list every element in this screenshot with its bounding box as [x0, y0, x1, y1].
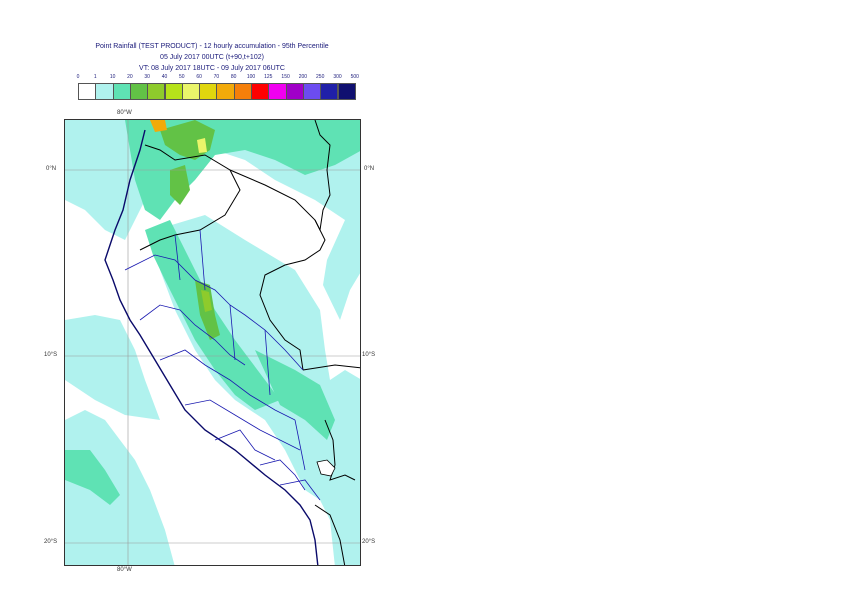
rain-field-light-west	[65, 315, 160, 420]
legend-label: 500	[350, 74, 359, 80]
coastline	[104, 129, 319, 565]
rain-core-green-coast	[170, 165, 190, 205]
lat-label-10s-right: 10°S	[362, 352, 376, 358]
lat-label-0n-right: 0°N	[364, 166, 375, 172]
legend-swatch	[129, 83, 149, 100]
map-title-line-1: Point Rainfall (TEST PRODUCT) - 12 hourl…	[95, 43, 329, 50]
legend-label: 0	[76, 74, 80, 80]
rain-field-light-south-ocean	[65, 410, 175, 565]
legend-label: 150	[281, 74, 290, 80]
legend-swatch	[268, 83, 287, 100]
lat-label-20s-left: 20°S	[44, 539, 58, 545]
map-title-line-2: 05 July 2017 00UTC (t+90,t+102)	[160, 54, 264, 61]
legend-label: 125	[264, 74, 273, 80]
legend-swatch	[285, 83, 304, 100]
border-colombia-peru-brazil	[229, 169, 326, 371]
legend-label: 70	[213, 74, 220, 80]
lon-label-top: 80°W	[117, 110, 132, 116]
legend-swatch	[199, 83, 218, 100]
legend-label: 300	[333, 74, 342, 80]
rain-core-orange-north	[150, 120, 167, 132]
border-chile	[314, 504, 346, 565]
legend-label: 60	[196, 74, 202, 80]
legend-swatch	[251, 83, 270, 100]
legend-swatch	[181, 83, 201, 100]
region-borders	[124, 229, 321, 501]
lat-label-20s-right: 20°S	[362, 539, 376, 545]
legend-label: 20	[127, 74, 133, 80]
legend-swatch	[95, 83, 114, 100]
legend-label: 100	[246, 74, 256, 80]
rain-core-yellow-north	[197, 138, 207, 153]
rainfall-map	[64, 119, 361, 566]
legend-swatch	[216, 83, 235, 100]
legend-swatch	[78, 83, 97, 100]
legend-swatch	[337, 83, 356, 100]
legend-swatch	[233, 83, 252, 100]
lake-titicaca	[316, 459, 336, 477]
legend-swatch	[302, 83, 322, 100]
border-colombia-brazil	[314, 120, 331, 232]
rainfall-legend: 0 1 10 20 30 40 50 60 70 80 100 125 150 200 250 300 500	[74, 74, 359, 104]
legend-swatch	[164, 83, 183, 100]
rain-core-lime-andes	[201, 290, 212, 312]
legend-label: 200	[298, 74, 308, 80]
legend-swatch	[320, 83, 339, 100]
lon-label-bottom: 80°W	[117, 567, 132, 573]
legend-label: 30	[144, 74, 150, 80]
legend-label: 80	[230, 74, 237, 80]
border-ecuador-peru	[139, 144, 241, 251]
legend-swatch	[147, 83, 166, 100]
rain-field-teal-west-coast	[65, 450, 120, 505]
map-canvas	[65, 120, 360, 565]
rain-field-teal-east	[255, 350, 335, 440]
lat-label-10s-left: 10°S	[44, 352, 58, 358]
legend-swatch	[112, 83, 131, 100]
legend-label: 250	[316, 74, 325, 80]
map-title-line-3: VT: 08 July 2017 18UTC - 09 July 2017 06…	[139, 65, 285, 72]
lat-label-0n-left: 0°N	[46, 166, 57, 172]
legend-label: 50	[179, 74, 185, 80]
legend-label: 10	[109, 74, 116, 80]
legend-label: 1	[93, 74, 97, 80]
legend-label: 40	[161, 74, 168, 80]
